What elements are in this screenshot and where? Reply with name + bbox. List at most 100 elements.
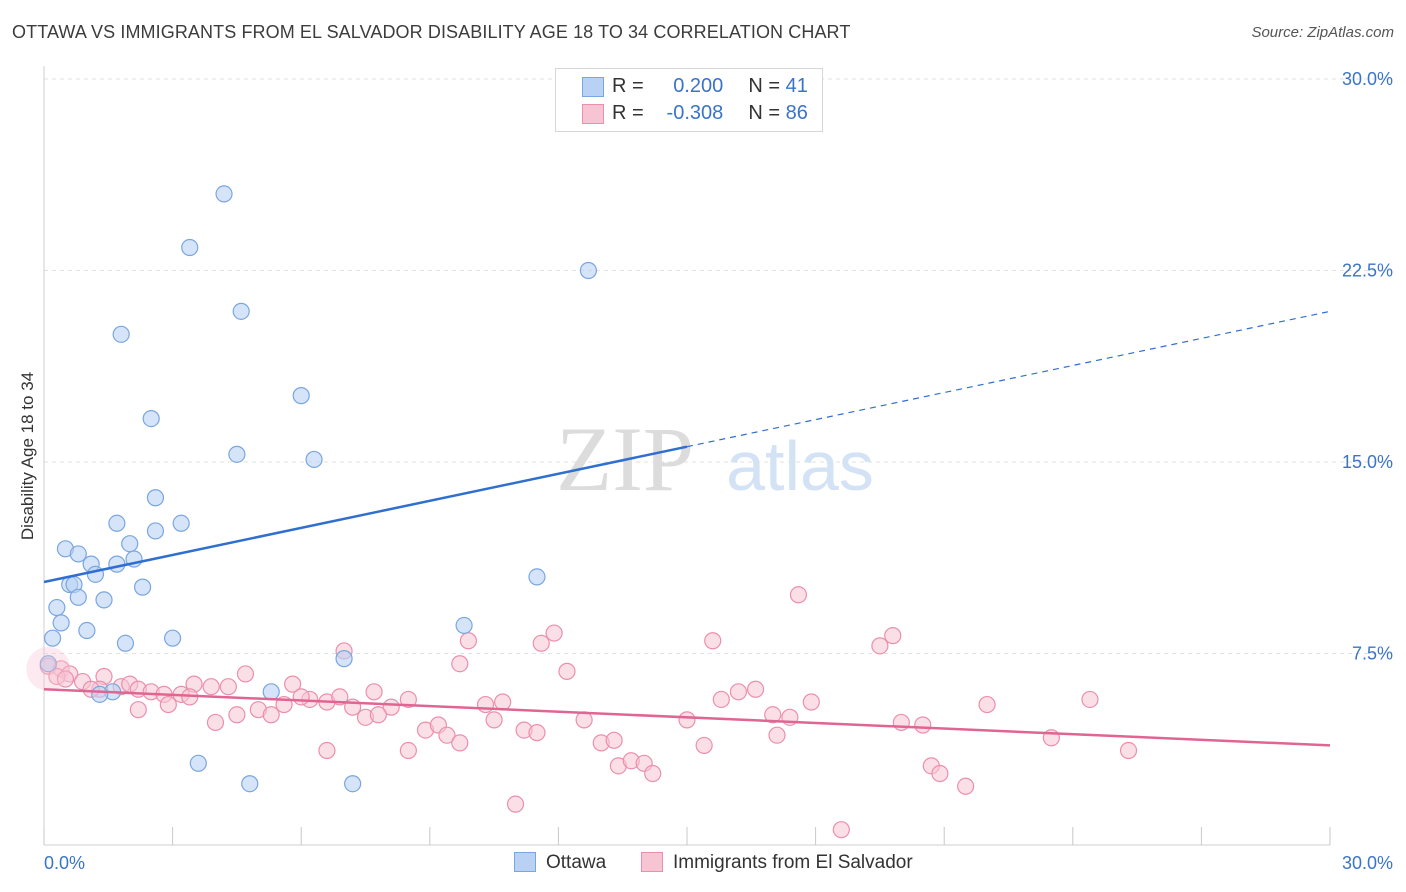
ottawa-point	[335, 650, 353, 668]
legend-n-value-ottawa: 41	[785, 75, 808, 97]
ottawa-point	[579, 261, 598, 280]
ottawa-point	[292, 387, 310, 405]
ottawa-swatch	[514, 852, 536, 872]
elsalvador-point	[219, 678, 237, 696]
ottawa-point	[146, 522, 165, 540]
elsalvador-swatch	[641, 852, 663, 872]
elsalvador-point	[365, 683, 383, 701]
ottawa-point	[39, 655, 57, 673]
elsalvador-point	[884, 627, 902, 645]
elsalvador-point	[789, 586, 808, 604]
ottawa-point	[69, 545, 87, 563]
elsalvador-point	[438, 726, 456, 744]
elsalvador-point	[764, 706, 782, 724]
ottawa-point	[181, 238, 199, 257]
ottawa-point	[69, 588, 87, 606]
elsalvador-point	[228, 706, 246, 724]
elsalvador-point	[284, 675, 302, 693]
ottawa-point	[52, 614, 70, 632]
elsalvador-point	[399, 690, 417, 709]
elsalvador-point	[768, 726, 786, 744]
elsalvador-point	[56, 670, 75, 688]
elsalvador-point	[644, 764, 662, 783]
elsalvador-point	[451, 734, 469, 752]
bottom-legend-label: Immigrants from El Salvador	[673, 852, 913, 873]
legend-n-label: N =	[748, 75, 781, 97]
elsalvador-point	[871, 637, 889, 655]
correlation-legend: R = 0.200 N = 41 R = -0.308 N = 86	[555, 68, 823, 132]
elsalvador-point	[476, 695, 495, 714]
elsalvador-point	[729, 683, 748, 701]
ottawa-point	[164, 629, 182, 647]
elsalvador-point	[558, 662, 576, 680]
y-tick-label: 15.0%	[1342, 452, 1393, 472]
ottawa-point	[241, 775, 259, 793]
elsalvador-point	[957, 777, 975, 795]
elsalvador-point	[545, 624, 563, 642]
chart-title: OTTAWA VS IMMIGRANTS FROM EL SALVADOR DI…	[12, 22, 851, 42]
elsalvador-point	[292, 688, 310, 706]
legend-r-value-elsalvador: -0.308	[666, 102, 724, 124]
ottawa-point	[43, 629, 62, 647]
legend-n-value-elsalvador: 86	[785, 102, 808, 124]
elsalvador-point	[802, 693, 820, 711]
elsalvador-point	[494, 693, 512, 711]
ottawa-point	[228, 445, 246, 463]
elsalvador-point	[704, 632, 722, 650]
ottawa-point	[108, 555, 126, 573]
y-tick-label: 7.5%	[1352, 644, 1393, 664]
elsalvador-point	[202, 678, 220, 696]
ottawa-point	[112, 325, 130, 343]
elsalvador-point	[206, 713, 225, 732]
y-tick-label: 30.0%	[1342, 69, 1393, 89]
elsalvador-point	[318, 741, 336, 760]
ottawa-point	[133, 578, 152, 596]
legend-r-label: R =	[612, 102, 644, 124]
elsalvador-point	[236, 665, 255, 683]
elsalvador-point	[369, 706, 387, 724]
elsalvador-point	[129, 701, 147, 719]
elsalvador-point	[506, 795, 525, 813]
ottawa-point	[95, 591, 113, 609]
elsalvador-trend-line	[43, 687, 1331, 747]
elsalvador-point	[914, 716, 932, 734]
elsalvador-swatch	[582, 104, 604, 124]
legend-n-label: N =	[748, 102, 781, 124]
ottawa-point	[78, 621, 96, 640]
elsalvador-point	[746, 680, 765, 698]
elsalvador-point	[159, 695, 177, 714]
ottawa-point	[116, 634, 135, 652]
ottawa-point	[189, 754, 207, 772]
bottom-legend-label: Ottawa	[546, 852, 607, 873]
ottawa-point	[172, 514, 190, 532]
x-tick-label: 0.0%	[44, 853, 85, 873]
elsalvador-point	[459, 632, 477, 650]
ottawa-point	[142, 409, 160, 428]
ottawa-swatch	[582, 77, 604, 97]
elsalvador-cluster	[26, 646, 71, 691]
elsalvador-point	[832, 821, 850, 839]
elsalvador-point	[451, 655, 469, 673]
elsalvador-point	[605, 731, 623, 749]
x-tick-label: 30.0%	[1342, 853, 1393, 873]
ottawa-point	[528, 568, 546, 586]
elsalvador-point	[1081, 690, 1099, 709]
ottawa-point	[305, 450, 323, 469]
elsalvador-point	[678, 711, 696, 729]
ottawa-point	[48, 598, 66, 617]
elsalvador-point	[528, 724, 546, 742]
elsalvador-point	[399, 741, 417, 760]
elsalvador-point	[712, 690, 730, 709]
y-axis-label: Disability Age 18 to 34	[18, 371, 37, 541]
elsalvador-point	[931, 764, 949, 783]
y-tick-label: 22.5%	[1342, 261, 1393, 281]
elsalvador-point	[262, 706, 280, 724]
ottawa-point	[344, 775, 362, 793]
watermark-atlas: atlas	[726, 427, 874, 505]
source-label: Source: ZipAtlas.com	[1251, 24, 1394, 41]
ottawa-point	[146, 489, 165, 507]
elsalvador-point	[695, 736, 713, 755]
elsalvador-point	[1119, 741, 1138, 760]
ottawa-point	[262, 683, 280, 701]
